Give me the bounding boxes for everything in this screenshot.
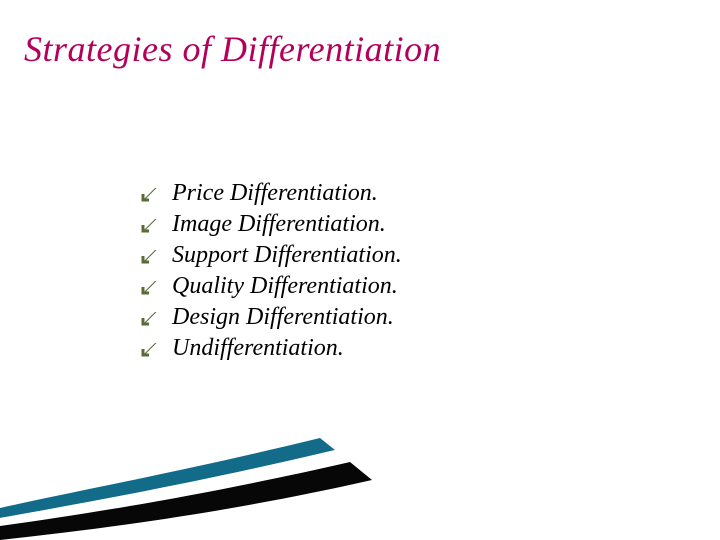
list-item-label: Price Differentiation.: [172, 180, 378, 207]
slide-title: Strategies of Differentiation: [24, 28, 441, 70]
swoosh-top: [0, 438, 335, 518]
bullet-list: Price Differentiation. Image Differentiat…: [140, 180, 402, 366]
swoosh-mid: [0, 450, 350, 526]
arrow-icon: [140, 216, 158, 234]
arrow-icon: [140, 340, 158, 358]
list-item: Quality Differentiation.: [140, 273, 402, 300]
list-item: Undifferentiation.: [140, 335, 402, 362]
arrow-icon: [140, 185, 158, 203]
list-item-label: Support Differentiation.: [172, 242, 402, 269]
arrow-icon: [140, 309, 158, 327]
list-item-label: Quality Differentiation.: [172, 273, 398, 300]
arrow-icon: [140, 247, 158, 265]
list-item: Price Differentiation.: [140, 180, 402, 207]
swoosh-bottom: [0, 462, 372, 540]
list-item-label: Image Differentiation.: [172, 211, 386, 238]
slide: Strategies of Differentiation Price Diff…: [0, 0, 720, 540]
decorative-swoosh: [0, 420, 380, 540]
list-item: Support Differentiation.: [140, 242, 402, 269]
list-item: Image Differentiation.: [140, 211, 402, 238]
list-item: Design Differentiation.: [140, 304, 402, 331]
list-item-label: Design Differentiation.: [172, 304, 394, 331]
list-item-label: Undifferentiation.: [172, 335, 344, 362]
arrow-icon: [140, 278, 158, 296]
